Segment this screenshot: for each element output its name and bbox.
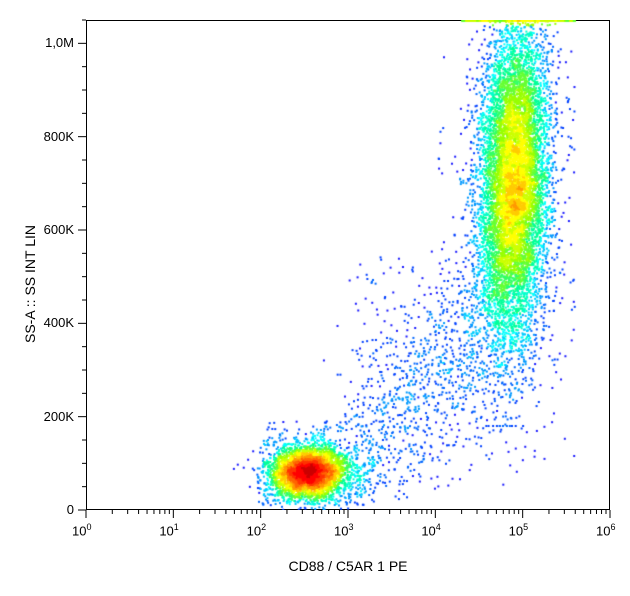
chart-container: SS-A :: SS INT LIN CD88 / C5AR 1 PE 100 1…	[0, 0, 630, 596]
y-tick-label: 0	[67, 502, 74, 517]
x-tick-label: 104	[421, 522, 440, 538]
x-axis-label: CD88 / C5AR 1 PE	[86, 558, 610, 574]
x-tick-label: 102	[247, 522, 266, 538]
x-tick-label: 103	[334, 522, 353, 538]
x-tick-label: 106	[596, 522, 615, 538]
scatter-canvas	[86, 20, 610, 510]
x-tick-label: 100	[72, 522, 91, 538]
x-tick-label: 105	[509, 522, 528, 538]
x-tick-label: 101	[159, 522, 178, 538]
y-tick-label: 1,0M	[45, 35, 74, 50]
y-tick-label: 200K	[44, 409, 74, 424]
y-tick-label: 800K	[44, 129, 74, 144]
y-tick-label: 400K	[44, 315, 74, 330]
y-tick-label: 600K	[44, 222, 74, 237]
y-axis-label: SS-A :: SS INT LIN	[22, 183, 38, 343]
